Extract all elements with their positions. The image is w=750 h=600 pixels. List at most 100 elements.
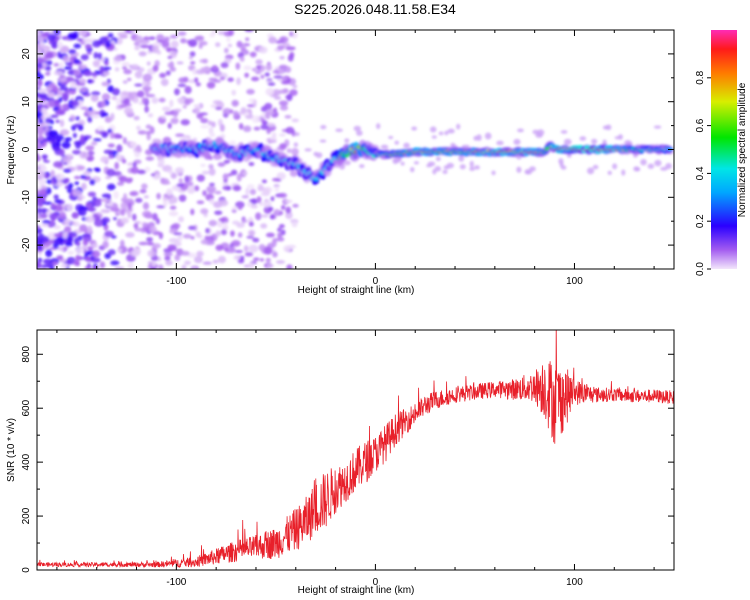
noise-speckle — [91, 91, 101, 96]
noise-speckle — [200, 208, 209, 215]
noise-speckle — [37, 44, 41, 53]
noise-speckle — [67, 231, 78, 238]
noise-speckle — [289, 31, 294, 37]
noise-speckle — [248, 162, 255, 167]
noise-speckle — [97, 125, 105, 132]
snr-frame — [36, 329, 675, 571]
noise-speckle — [261, 179, 268, 184]
noise-speckle — [174, 167, 185, 175]
noise-speckle — [163, 252, 173, 257]
snr-series-line — [37, 330, 674, 569]
noise-speckle — [214, 190, 222, 195]
noise-speckle — [274, 96, 282, 100]
noise-speckle — [141, 97, 147, 104]
noise-speckle — [151, 45, 160, 54]
noise-speckle — [212, 259, 219, 264]
noise-speckle — [291, 31, 298, 39]
noise-speckle — [119, 239, 125, 248]
noise-speckle — [270, 196, 275, 202]
noise-speckle — [54, 199, 62, 204]
noise-speckle — [125, 208, 130, 215]
noise-speckle — [89, 179, 96, 186]
faint-speckle — [434, 166, 442, 172]
noise-speckle — [159, 72, 166, 79]
noise-speckle — [127, 262, 134, 269]
noise-speckle — [278, 133, 286, 137]
noise-speckle — [43, 159, 50, 163]
noise-speckle — [129, 94, 135, 101]
noise-speckle — [37, 261, 40, 269]
noise-speckle — [266, 264, 274, 268]
faint-speckle — [660, 166, 668, 171]
noise-speckle — [209, 132, 216, 138]
faint-speckle — [592, 164, 599, 170]
noise-speckle — [215, 106, 223, 111]
noise-speckle — [268, 36, 277, 44]
faint-speckle — [647, 163, 655, 169]
faint-speckle — [612, 163, 618, 170]
noise-speckle — [248, 230, 255, 237]
noise-speckle — [37, 212, 40, 217]
spectrogram-y-tick-label: 10 — [21, 96, 32, 108]
noise-speckle — [47, 130, 58, 137]
noise-speckle — [276, 237, 285, 242]
noise-speckle — [80, 174, 87, 180]
noise-speckle — [280, 229, 286, 236]
noise-speckle — [196, 200, 205, 205]
noise-speckle — [236, 77, 241, 86]
noise-speckle — [265, 232, 275, 238]
noise-speckle — [53, 225, 61, 230]
noise-speckle — [126, 141, 132, 146]
spectrogram-y-axis-label: Frequency (Hz) — [6, 116, 17, 185]
noise-speckle — [168, 200, 175, 205]
noise-speckle — [218, 199, 229, 207]
noise-speckle — [161, 40, 170, 48]
noise-speckle — [41, 264, 50, 269]
noise-speckle — [149, 126, 155, 135]
noise-speckle — [214, 210, 223, 216]
noise-speckle — [167, 122, 172, 129]
colorbar-tick-label: 0.2 — [695, 214, 706, 228]
noise-speckle — [75, 254, 80, 262]
noise-speckle — [51, 40, 58, 48]
noise-speckle — [273, 208, 280, 215]
noise-speckle — [69, 114, 76, 122]
noise-speckle — [47, 232, 56, 240]
noise-speckle — [267, 82, 276, 86]
noise-speckle — [264, 72, 270, 77]
noise-speckle — [71, 211, 79, 219]
noise-speckle — [95, 111, 100, 115]
noise-speckle — [275, 40, 283, 44]
faint-speckle — [304, 148, 312, 152]
noise-speckle — [152, 65, 159, 72]
noise-speckle — [278, 192, 288, 198]
faint-speckle — [432, 168, 437, 175]
noise-speckle — [142, 73, 153, 82]
noise-speckle — [220, 229, 227, 236]
noise-speckle — [37, 202, 42, 207]
noise-speckle — [126, 77, 132, 82]
noise-speckle — [113, 190, 119, 199]
noise-speckle — [100, 156, 110, 163]
noise-speckle — [44, 72, 51, 76]
faint-speckle — [665, 162, 672, 170]
noise-speckle — [101, 112, 109, 117]
noise-speckle — [112, 217, 117, 221]
faint-speckle — [524, 169, 533, 175]
noise-speckle — [167, 55, 173, 60]
noise-speckle — [55, 173, 65, 181]
noise-speckle — [107, 249, 116, 256]
noise-speckle — [111, 88, 121, 96]
noise-speckle — [193, 255, 203, 264]
noise-speckle — [105, 202, 113, 207]
noise-speckle — [174, 254, 181, 262]
noise-speckle — [88, 206, 95, 213]
faint-speckle — [476, 134, 482, 141]
noise-speckle — [122, 66, 127, 70]
noise-speckle — [115, 153, 122, 161]
noise-speckle — [135, 144, 142, 153]
noise-speckle — [111, 96, 118, 101]
snr-x-tick-label: 0 — [373, 577, 379, 588]
noise-speckle — [54, 237, 64, 245]
noise-speckle — [165, 260, 173, 266]
